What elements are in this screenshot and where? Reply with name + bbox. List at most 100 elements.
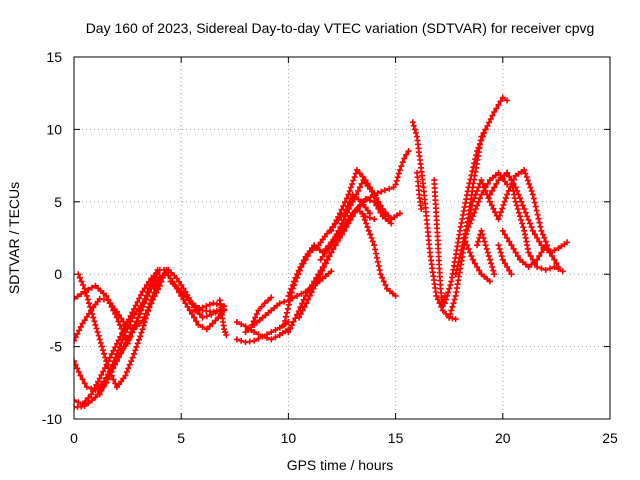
data-point xyxy=(143,282,150,289)
data-point xyxy=(486,191,493,198)
data-point xyxy=(147,300,154,307)
data-point xyxy=(484,122,491,129)
data-point xyxy=(496,212,503,219)
data-point xyxy=(339,220,345,227)
data-point xyxy=(122,329,129,336)
data-point xyxy=(375,262,382,269)
data-point xyxy=(504,235,511,241)
data-point xyxy=(490,205,497,212)
data-point xyxy=(474,187,481,194)
data-point xyxy=(474,202,481,209)
data-point xyxy=(360,213,367,220)
data-point xyxy=(137,292,144,299)
data-point xyxy=(486,119,493,126)
data-point xyxy=(126,361,133,368)
data-point xyxy=(445,289,452,296)
data-point xyxy=(268,329,275,336)
data-point xyxy=(159,272,166,279)
data-point xyxy=(249,321,255,328)
data-point xyxy=(203,303,210,310)
data-point xyxy=(369,187,375,194)
data-point xyxy=(349,181,356,187)
series-arc-4 xyxy=(74,266,163,408)
data-point xyxy=(512,249,519,256)
data-point xyxy=(377,271,384,278)
data-point xyxy=(212,317,219,324)
data-point xyxy=(81,317,88,324)
data-point xyxy=(506,238,513,245)
data-point xyxy=(209,320,216,327)
data-point xyxy=(462,238,469,245)
series-arc-27 xyxy=(441,94,511,307)
data-point xyxy=(464,242,471,249)
data-point xyxy=(498,209,504,216)
data-point xyxy=(139,288,146,295)
data-point xyxy=(434,296,441,303)
data-point xyxy=(433,292,440,299)
y-tick-label: -10 xyxy=(42,411,62,427)
data-point xyxy=(478,133,485,140)
data-point xyxy=(482,242,489,249)
data-point xyxy=(508,242,515,249)
y-tick-label: -5 xyxy=(50,339,63,355)
data-point xyxy=(83,292,90,299)
data-point xyxy=(364,196,370,203)
data-point xyxy=(131,326,137,333)
data-point xyxy=(403,151,410,158)
data-point xyxy=(462,231,469,238)
data-point xyxy=(475,184,482,191)
data-point xyxy=(199,324,206,331)
data-point xyxy=(96,375,103,382)
data-point xyxy=(324,230,330,237)
data-point xyxy=(488,202,495,209)
data-point xyxy=(526,181,533,187)
data-point xyxy=(351,195,358,202)
data-point xyxy=(133,343,140,350)
series-line xyxy=(444,96,508,304)
data-point xyxy=(480,235,487,241)
data-point xyxy=(294,271,300,278)
data-point xyxy=(126,334,133,341)
series-arc-11 xyxy=(216,297,230,338)
data-point xyxy=(291,278,298,285)
data-point xyxy=(379,206,386,212)
data-point xyxy=(499,205,506,212)
data-point xyxy=(418,206,425,212)
data-point xyxy=(464,227,471,234)
data-point xyxy=(490,267,497,274)
data-point xyxy=(501,198,508,205)
data-point xyxy=(118,315,125,322)
data-point xyxy=(512,198,519,205)
data-point xyxy=(410,122,417,129)
series-arc-25 xyxy=(414,169,425,212)
data-point xyxy=(285,301,292,308)
data-point xyxy=(485,253,492,260)
data-point xyxy=(128,358,135,365)
data-point xyxy=(469,198,476,205)
data-point xyxy=(547,249,553,256)
data-point xyxy=(310,285,317,292)
data-point xyxy=(559,268,566,275)
data-point xyxy=(328,249,335,256)
data-point xyxy=(146,289,152,296)
data-point xyxy=(385,212,392,219)
data-point xyxy=(504,264,511,270)
data-point xyxy=(221,326,228,333)
data-point xyxy=(122,372,129,379)
data-point xyxy=(506,267,513,274)
data-point xyxy=(478,191,485,198)
data-point xyxy=(284,305,291,312)
data-point xyxy=(77,372,84,379)
data-point xyxy=(532,203,539,210)
data-point xyxy=(495,242,502,249)
data-point xyxy=(81,285,88,292)
data-point xyxy=(349,198,356,205)
data-point xyxy=(475,198,482,205)
data-point xyxy=(122,342,129,349)
data-point xyxy=(472,191,479,198)
data-point xyxy=(492,209,499,216)
data-point xyxy=(409,119,416,126)
data-point xyxy=(527,253,534,260)
data-point xyxy=(305,296,312,303)
series-arc-34 xyxy=(474,227,498,278)
